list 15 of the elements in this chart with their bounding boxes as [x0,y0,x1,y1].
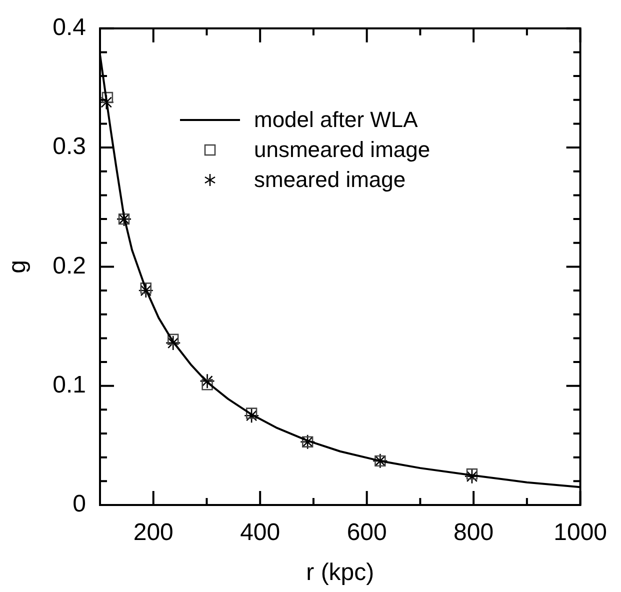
y-tick-label: 0.4 [52,14,86,42]
x-tick-label: 600 [346,519,387,546]
x-tick-label: 200 [133,519,174,546]
x-tick-label: 800 [454,519,494,546]
y-tick-label: 0.3 [52,133,86,160]
legend-label: model after WLA [254,106,418,134]
x-tick-label: 1000 [554,519,607,546]
y-tick-label: 0.2 [52,252,86,280]
x-axis-title: r (kpc) [306,559,374,586]
y-tick-label: 0.1 [52,371,86,398]
legend-label: unsmeared image [254,136,430,164]
legend-label: smeared image [254,166,406,194]
y-axis-title: g [4,260,32,274]
x-tick-label: 400 [240,519,280,546]
y-tick-label: 0 [72,490,86,518]
